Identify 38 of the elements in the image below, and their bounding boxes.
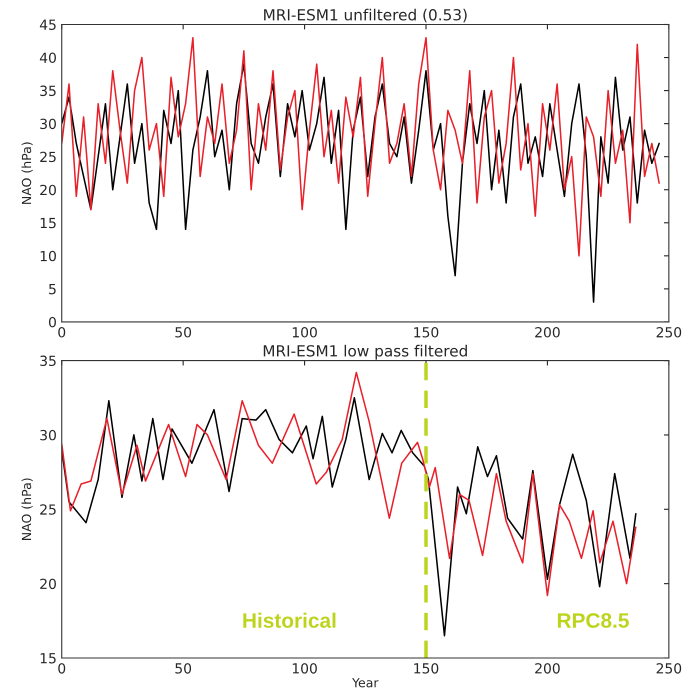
x-tick-label: 200 <box>535 663 560 674</box>
line-series <box>62 63 660 303</box>
y-tick-label: 20 <box>40 184 56 196</box>
y-tick-label: 25 <box>40 504 56 515</box>
y-tick-label: 25 <box>40 152 56 162</box>
x-tick-label: 0 <box>58 327 66 338</box>
line-series <box>62 372 637 596</box>
y-tick-label: 35 <box>40 86 56 96</box>
x-tick-label: 50 <box>175 327 192 338</box>
x-tick-label: 50 <box>175 663 192 674</box>
y-tick-label: 40 <box>40 52 56 64</box>
y-tick-label: 15 <box>40 653 56 664</box>
y-tick-label: 35 <box>40 356 56 366</box>
x-tick-label: 150 <box>414 327 438 338</box>
x-tick-label: 100 <box>292 327 317 338</box>
line-series <box>62 36 660 257</box>
x-tick-label: 0 <box>58 663 66 674</box>
line-series <box>62 396 637 636</box>
y-axis-title: NAO (hPa) <box>22 142 33 204</box>
x-tick-label: 250 <box>656 327 682 338</box>
x-tick-label: 250 <box>656 663 682 674</box>
y-tick-label: 15 <box>40 218 56 228</box>
annotation: RPC8.5 <box>558 613 629 628</box>
annotation: Historical <box>243 612 336 628</box>
y-tick-label: 5 <box>49 284 56 294</box>
y-tick-label: 30 <box>40 430 56 440</box>
y-tick-label: 30 <box>40 118 56 130</box>
y-tick-label: 45 <box>40 20 56 30</box>
y-tick-label: 20 <box>40 578 56 590</box>
chart-title: MRI-ESM1 unfiltered (0.53) <box>264 8 467 22</box>
x-tick-label: 200 <box>535 327 560 338</box>
y-tick-label: 0 <box>48 316 56 328</box>
x-axis-title: Year <box>352 678 379 688</box>
chart-title: MRI-ESM1 low pass filtered <box>264 344 467 360</box>
x-tick-label: 150 <box>414 663 438 674</box>
y-axis-title: NAO (hPa) <box>22 478 33 540</box>
x-tick-label: 100 <box>292 663 317 674</box>
y-tick-label: 10 <box>40 250 56 262</box>
